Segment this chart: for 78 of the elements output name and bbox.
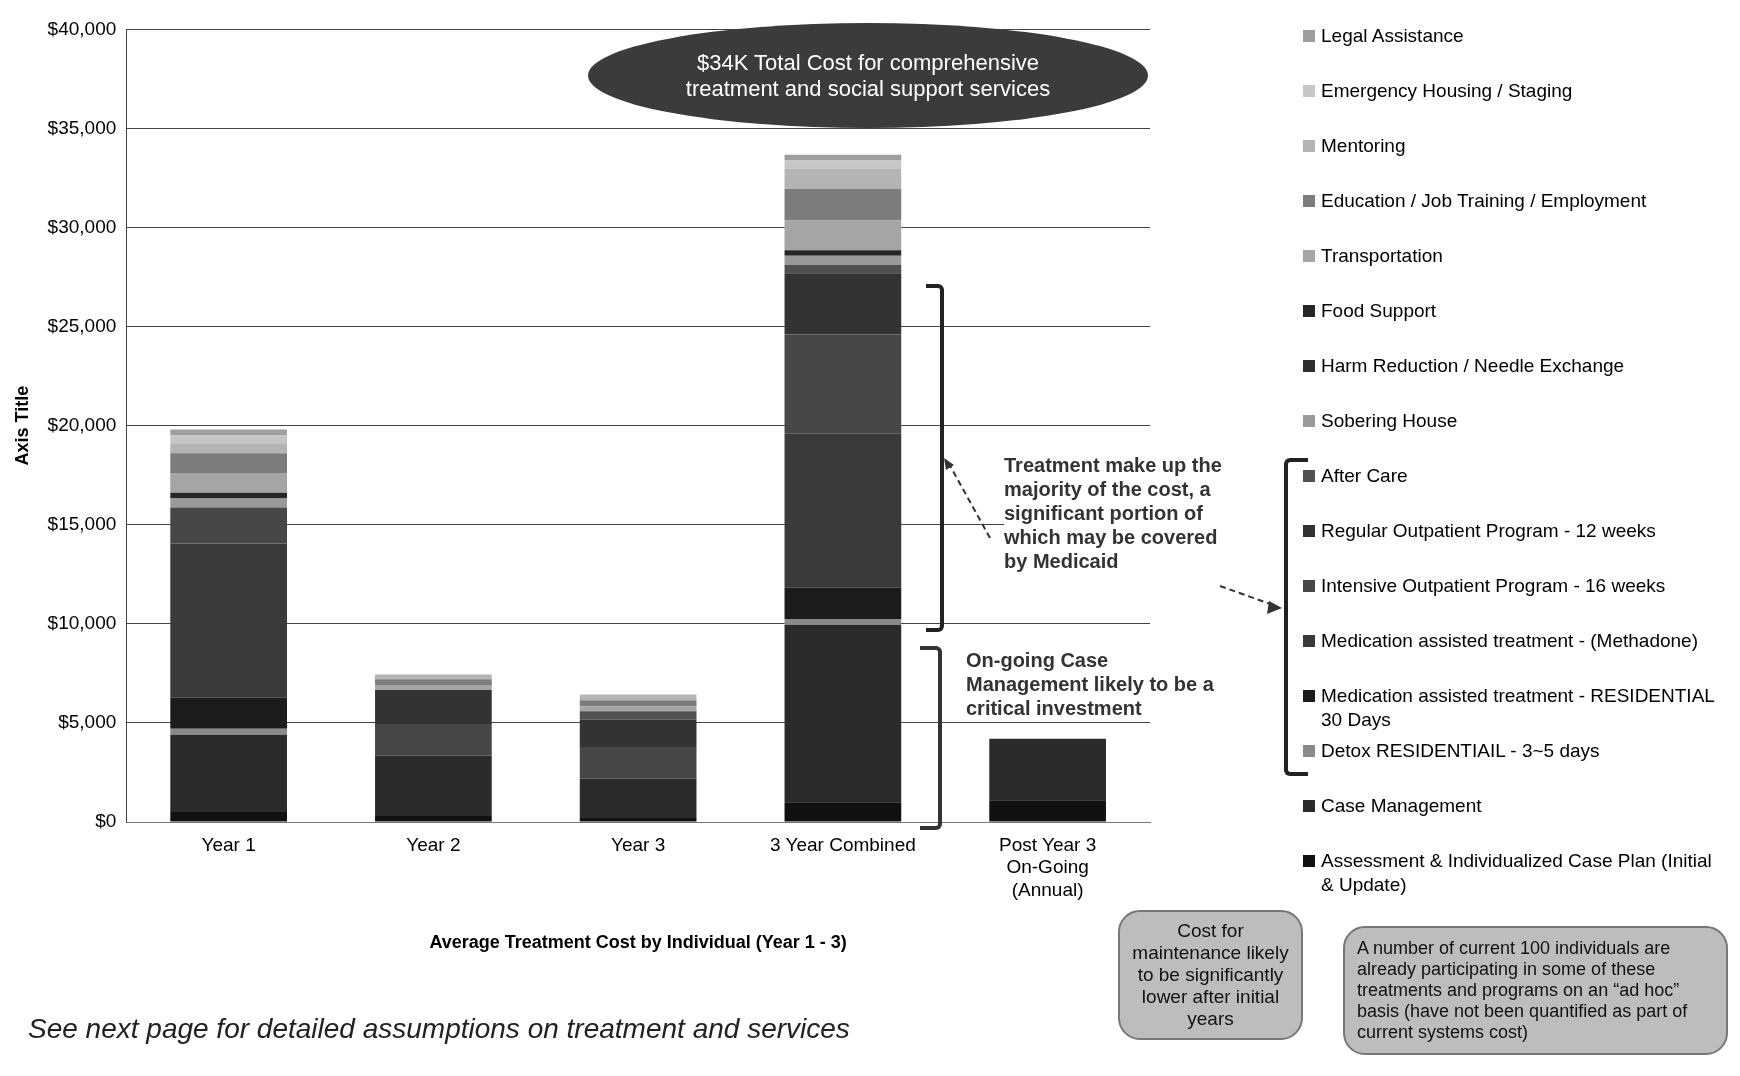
oval-callout: $34K Total Cost for comprehensive treatment and social support services xyxy=(588,23,1148,128)
bar xyxy=(989,800,1106,822)
bar xyxy=(784,273,902,335)
annotation: $34K Total Cost for comprehensive treatment and social support services xyxy=(684,49,1052,102)
legend-label: Education / Job Training / Employment xyxy=(1321,189,1647,213)
bar xyxy=(170,473,287,493)
y-tick-label: $40,000 xyxy=(47,17,117,39)
x-axis-title: Average Treatment Cost by Individual (Year 1 - 3) xyxy=(429,932,847,953)
bar xyxy=(579,706,697,712)
bar xyxy=(170,429,287,436)
bar xyxy=(170,697,287,729)
y-tick-label: $0 xyxy=(95,810,117,832)
y-axis-title: Axis Title xyxy=(11,385,32,466)
bar xyxy=(170,435,287,444)
bar xyxy=(784,188,902,221)
speech-bubble: Cost for maintenance likely to be significantly lower after initial years xyxy=(1118,910,1303,1040)
bar xyxy=(784,154,902,161)
bar xyxy=(784,624,902,803)
bar xyxy=(170,492,287,499)
bar xyxy=(170,453,287,474)
y-tick-label: $35,000 xyxy=(47,116,117,138)
bar xyxy=(784,802,902,822)
legend-label: Regular Outpatient Program - 12 weeks xyxy=(1321,519,1656,543)
legend-label: Medication assisted treatment - (Methadone) xyxy=(1321,629,1699,653)
bar xyxy=(375,723,492,756)
legend-label: After Care xyxy=(1321,464,1408,488)
text: See next page for detailed assumptions on treatment and services xyxy=(28,1013,850,1045)
bar xyxy=(170,728,287,735)
bar xyxy=(784,264,902,274)
annotation: On-going Case Management likely to be a critical investment xyxy=(966,648,1236,720)
y-tick-label: $20,000 xyxy=(47,413,117,435)
legend-label: Intensive Outpatient Program - 16 weeks xyxy=(1321,574,1666,598)
legend-label: Legal Assistance xyxy=(1321,24,1464,48)
bar xyxy=(784,618,902,625)
bar xyxy=(579,719,697,748)
bar xyxy=(784,587,902,619)
bar xyxy=(170,443,287,454)
bar xyxy=(375,755,492,817)
bar xyxy=(784,160,902,169)
legend-label: Mentoring xyxy=(1321,134,1406,158)
legend-label: Medication assisted treatment - RESIDENTIAL 30 Days xyxy=(1321,684,1716,732)
bar xyxy=(579,818,697,822)
bar xyxy=(170,734,287,813)
legend-label: Food Support xyxy=(1321,299,1437,323)
bar xyxy=(579,711,697,720)
y-tick-label: $5,000 xyxy=(58,711,117,733)
x-tick-label: Year 3 xyxy=(611,833,666,855)
bar xyxy=(170,812,287,822)
legend-label: Emergency Housing / Staging xyxy=(1321,79,1573,103)
bar xyxy=(170,498,287,508)
legend-label: Transportation xyxy=(1321,244,1443,268)
x-tick-label: Year 1 xyxy=(201,833,256,855)
bar xyxy=(375,816,492,822)
speech-bubble: A number of current 100 individuals are already participating in some of these treatments and programs on an “ad hoc” basis (have not been quantified as part of current systems cost) xyxy=(1343,926,1728,1055)
bar xyxy=(989,738,1106,801)
bar xyxy=(375,685,492,691)
bar xyxy=(784,220,902,251)
y-tick-label: $15,000 xyxy=(47,513,117,535)
legend-label: Detox RESIDENTIAIL - 3~5 days xyxy=(1321,739,1600,763)
x-tick-label: Post Year 3 On-Going (Annual) xyxy=(999,833,1097,901)
legend-label: Assessment & Individualized Case Plan (Initial & Update) xyxy=(1321,849,1713,897)
y-tick-label: $30,000 xyxy=(47,215,117,237)
legend-label: Harm Reduction / Needle Exchange xyxy=(1321,354,1625,378)
bar xyxy=(579,700,697,707)
bar xyxy=(375,690,492,724)
x-tick-label: 3 Year Combined xyxy=(769,833,916,855)
bar xyxy=(784,168,902,189)
y-tick-label: $25,000 xyxy=(47,314,117,336)
bar xyxy=(375,679,492,686)
bar xyxy=(579,747,697,779)
legend-label: Case Management xyxy=(1321,794,1482,818)
bar xyxy=(784,250,902,256)
x-tick-label: Year 2 xyxy=(406,833,461,855)
annotation: Treatment make up the majority of the cost, a significant portion of which may be covered by Medicaid xyxy=(1004,453,1229,573)
y-tick-label: $10,000 xyxy=(47,612,117,634)
bar xyxy=(579,778,697,819)
bar xyxy=(784,255,902,265)
legend-label: Sobering House xyxy=(1321,409,1458,433)
